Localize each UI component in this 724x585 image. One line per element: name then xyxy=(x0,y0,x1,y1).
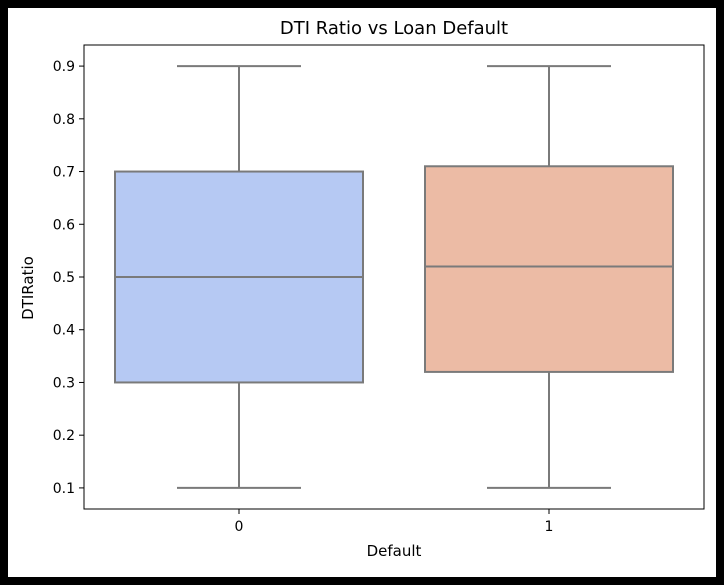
x-axis-title: Default xyxy=(367,542,422,560)
y-tick-label: 0.5 xyxy=(53,270,75,286)
y-tick-label: 0.2 xyxy=(53,428,75,444)
x-tick-label: 1 xyxy=(545,519,554,535)
chart-title: DTI Ratio vs Loan Default xyxy=(280,18,508,39)
y-tick-label: 0.7 xyxy=(53,165,75,181)
chart-figure: DTI Ratio vs Loan Default 0.1 0.2 0.3 0.4 0.… xyxy=(8,8,716,577)
box-group-0 xyxy=(114,65,364,489)
box-group-1 xyxy=(424,65,674,489)
x-tick-label: 0 xyxy=(235,519,244,535)
iqr-box xyxy=(424,165,674,373)
y-tick-label: 0.9 xyxy=(53,59,75,75)
plot-area xyxy=(83,44,705,510)
y-tick-label: 0.4 xyxy=(53,323,75,339)
y-tick-label: 0.3 xyxy=(53,375,75,391)
y-tick-label: 0.8 xyxy=(53,112,75,128)
box-plot-chart: DTI Ratio vs Loan Default 0.10.20.30.40.… xyxy=(19,18,705,560)
y-axis-title: DTIRatio xyxy=(19,256,37,320)
y-axis: 0.1 0.2 0.3 0.4 0.5 0.6 0.7 0.8 0.9 xyxy=(53,59,84,497)
y-tick-label: 0.6 xyxy=(53,217,75,233)
y-tick-label: 0.1 xyxy=(53,481,75,497)
